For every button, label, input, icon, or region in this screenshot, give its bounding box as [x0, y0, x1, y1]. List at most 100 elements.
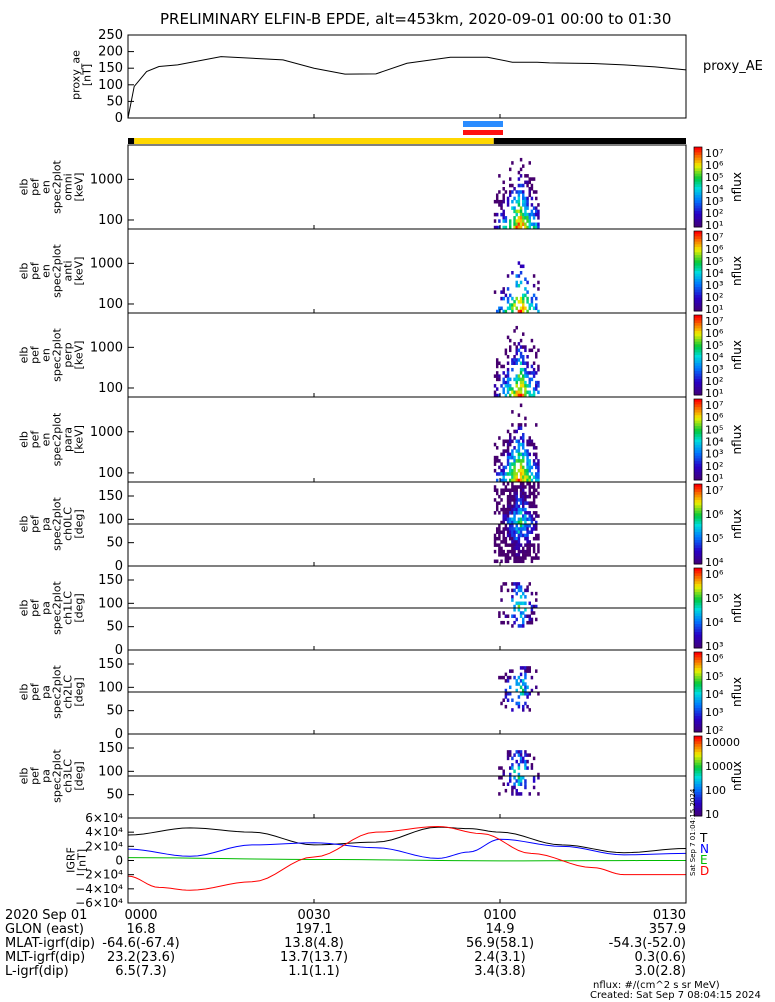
spectrogram-cell: [537, 364, 540, 369]
spectrogram-cell: [522, 442, 525, 447]
spectrogram-panel-4: [493, 403, 540, 483]
colorbar-swatch: [694, 534, 702, 538]
spectrogram-cell: [517, 753, 521, 757]
spectrogram-cell: [515, 759, 518, 764]
spectrogram-cell: [535, 553, 538, 557]
spectrogram-cell: [530, 187, 534, 191]
spectrogram-cell: [508, 501, 512, 505]
spectrogram-cell: [519, 472, 523, 476]
spectrogram-cell: [528, 439, 531, 444]
colorbar-swatch: [694, 808, 702, 812]
spectrogram-cell: [502, 219, 505, 223]
spectrogram-cell: [508, 183, 512, 188]
colorbar-swatch: [694, 600, 702, 604]
spectrogram-cell: [502, 620, 505, 625]
colorbar-swatch: [694, 297, 702, 301]
spectrogram-cell: [537, 485, 540, 489]
spectrogram-cell: [508, 387, 512, 391]
spectrogram-ylabel-line: [keV]: [73, 341, 86, 370]
spectrogram-cell: [511, 306, 514, 311]
spectrogram-cell: [515, 280, 518, 285]
spectrogram-ytick-label: 0: [115, 559, 123, 574]
spectrogram-cell: [524, 306, 527, 311]
spectrogram-cell: [528, 501, 531, 505]
colorbar-swatch: [694, 678, 702, 682]
colorbar-swatch: [694, 428, 702, 432]
spectrogram-ytick-label: 100: [98, 381, 123, 396]
spectrogram-cell: [493, 468, 497, 473]
spectrogram-cell: [500, 549, 503, 554]
spectrogram-cell: [526, 543, 529, 547]
spectrogram-cell: [528, 380, 531, 385]
colorbar-swatch: [694, 746, 702, 750]
spectrogram-frame: [127, 228, 687, 314]
spectrogram-cell: [524, 779, 527, 783]
spectrogram-cell: [519, 225, 523, 230]
colorbar-swatch: [694, 289, 702, 293]
spectrogram-cell: [508, 766, 512, 770]
spectrogram-cell: [511, 358, 514, 362]
colorbar-swatch: [694, 736, 702, 740]
orbit-table-cell: 0.3(0.6): [634, 950, 687, 965]
spectrogram-cell: [537, 543, 540, 547]
spectrogram-cell: [498, 614, 501, 618]
spectrogram-ylabel-line: [keV]: [73, 173, 86, 202]
spectrogram-cell: [537, 482, 540, 486]
spectrogram-cell: [519, 174, 523, 178]
spectrogram-cell: [515, 501, 518, 505]
spectrogram-cell: [498, 527, 501, 531]
colorbar-swatch: [694, 805, 702, 809]
colorbar-swatch: [694, 738, 702, 742]
spectrogram-cell: [528, 669, 531, 673]
spectrogram-cell: [506, 620, 510, 625]
spectrogram-cell: [515, 439, 518, 444]
spectrogram-cell: [493, 199, 497, 204]
spectrogram-cell: [524, 782, 527, 786]
colorbar-swatch: [694, 249, 702, 253]
spectrogram-cell: [515, 429, 518, 434]
spectrogram-cell: [522, 377, 525, 382]
spectrogram-cell: [524, 468, 527, 473]
igrf-legend-D: D: [700, 864, 709, 878]
colorbar-swatch: [694, 417, 702, 422]
spectrogram-cell: [502, 504, 505, 509]
colorbar-swatch: [694, 195, 702, 199]
spectrogram-cell: [493, 498, 497, 502]
colorbar-swatch: [694, 570, 702, 574]
spectrogram-ylabel-line: pa: [40, 517, 53, 531]
spectrogram-cell: [537, 536, 540, 541]
spectrogram-cell: [519, 219, 523, 223]
spectrogram-cell: [522, 776, 525, 780]
spectrogram-cell: [500, 488, 503, 492]
colorbar-tick-label: 10¹: [705, 219, 723, 232]
spectrogram-cell: [504, 788, 508, 793]
colorbar-swatch: [694, 407, 702, 411]
spectrogram-cell: [513, 553, 516, 557]
spectrogram-cell: [506, 782, 510, 786]
spectrogram-cell: [524, 666, 527, 670]
spectrogram-cell: [495, 199, 499, 204]
spectrogram-cell: [502, 452, 505, 457]
spectrogram-cell: [511, 449, 514, 453]
spectrogram-cell: [517, 377, 521, 382]
spectrogram-cell: [506, 384, 510, 388]
spectrogram-cell: [511, 472, 514, 476]
spectrogram-cell: [513, 536, 516, 541]
spectrogram-cell: [535, 462, 538, 466]
colorbar-swatch: [694, 295, 702, 299]
spectrogram-cell: [517, 766, 521, 770]
spectrogram-cell: [526, 455, 529, 460]
spectrogram-cell: [526, 355, 529, 359]
spectrogram-cell: [495, 527, 499, 531]
spectrogram-cell: [524, 452, 527, 457]
colorbar-swatch: [694, 409, 702, 413]
spectrogram-cell: [530, 611, 534, 615]
colorbar-swatch: [694, 654, 702, 658]
spectrogram-cell: [519, 306, 523, 311]
spectrogram-cell: [502, 527, 505, 531]
spectrogram-cell: [524, 682, 527, 686]
spectrogram-cell: [493, 459, 497, 463]
spectrogram-cell: [526, 759, 529, 764]
spectrogram-cell: [524, 475, 527, 480]
spectrogram-cell: [517, 540, 521, 544]
